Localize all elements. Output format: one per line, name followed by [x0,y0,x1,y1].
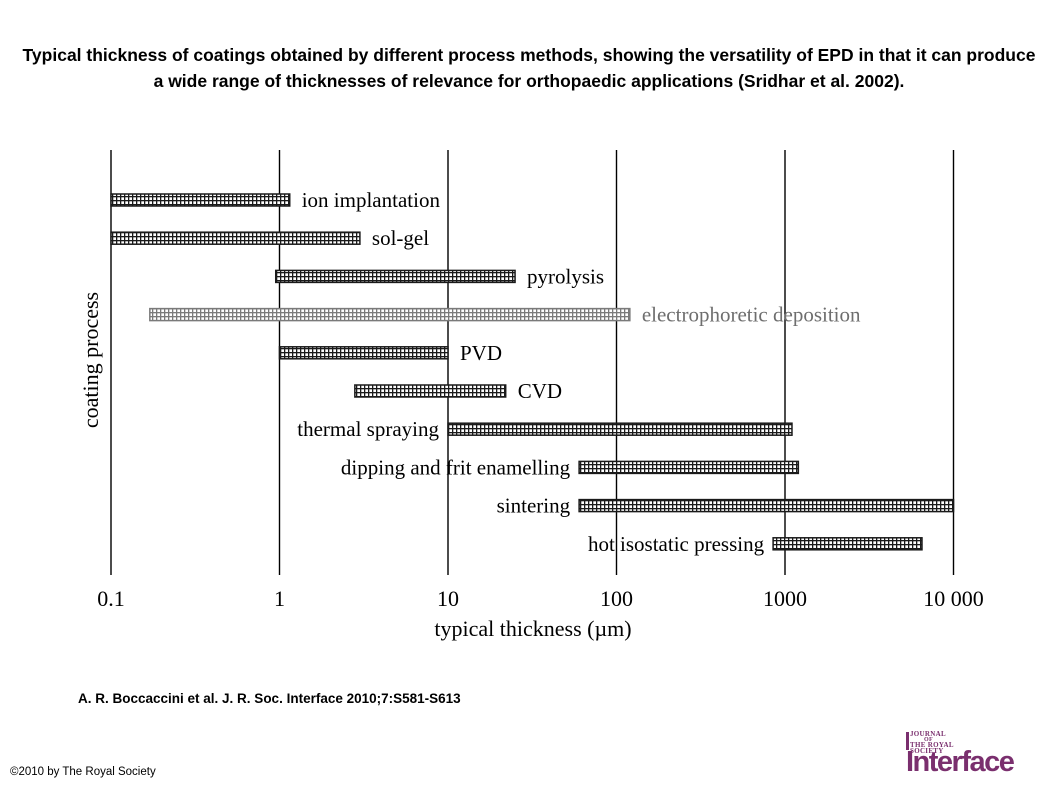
copyright-notice: ©2010 by The Royal Society [10,766,156,778]
bar-ion-implantation [110,193,291,207]
grid-lines [110,150,955,575]
x-tick-label-3: 100 [600,586,633,611]
bar-label-pvd: PVD [460,341,502,365]
x-tick-label-0: 0.1 [97,586,125,611]
bar-cvd [354,384,507,398]
x-axis-label: typical thickness (µm) [434,616,631,641]
bar-label-hot-isostatic-pressing: hot isostatic pressing [588,532,765,556]
x-tick-label-2: 10 [437,586,459,611]
x-tick-label-4: 1000 [763,586,807,611]
bar-electrophoretic-deposition [149,307,631,322]
y-axis-label: coating process [78,292,103,428]
bar-label-pyrolysis: pyrolysis [527,264,604,288]
citation: A. R. Boccaccini et al. J. R. Soc. Inter… [78,691,461,706]
slide-title: Typical thickness of coatings obtained b… [22,45,1036,91]
bar-thermal-spraying [447,422,793,436]
bar-label-ion-implantation: ion implantation [302,188,441,212]
bar-label-sintering: sintering [497,494,571,518]
bar-label-thermal-spraying: thermal spraying [297,417,439,441]
bar-pvd [278,346,449,360]
bar-label-sol-gel: sol-gel [372,226,429,250]
logo-line-2: OF [924,737,933,743]
bar-dipping-and-frit-enamelling [578,460,800,475]
x-tick-label-5: 10 000 [923,586,984,611]
bar-label-dipping-and-frit-enamelling: dipping and frit enamelling [341,455,571,479]
bar-pyrolysis [274,269,516,284]
bar-sol-gel [110,231,361,245]
bar-sintering [578,498,955,513]
x-tick-label-1: 1 [274,586,285,611]
bars: ion implantation sol-gel pyrolysis electrop… [110,188,955,556]
logo-line-1: JOURNAL [910,730,946,738]
logo-line-3: THE ROYAL [910,741,954,749]
journal-logo: JOURNAL OF THE ROYAL SOCIETY Interface [904,730,1024,780]
x-tick-labels: 0.1 1 10 100 1000 10 000 [97,586,984,611]
bar-label-cvd: CVD [518,379,562,403]
logo-line-4: SOCIETY [910,747,944,755]
bar-label-electrophoretic-deposition: electrophoretic deposition [642,303,861,327]
bar-hot-isostatic-pressing [772,537,923,551]
logo-bar [906,732,909,750]
coating-thickness-chart: ion implantation sol-gel pyrolysis electrop… [78,150,984,641]
logo-wordmark: Interface [906,746,1015,778]
